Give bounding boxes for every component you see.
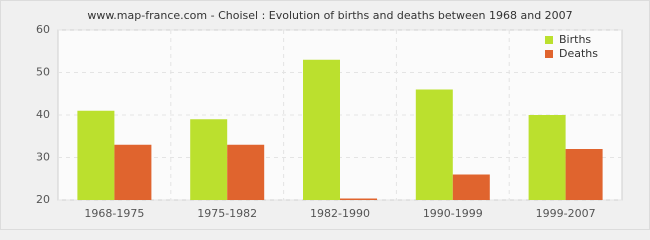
bar <box>190 119 228 200</box>
page: {"chart_data": {"type": "bar", "title": … <box>0 0 650 230</box>
x-tick-label: 1982-1990 <box>310 207 370 220</box>
legend-label: Deaths <box>559 47 598 60</box>
legend-label: Births <box>559 33 591 46</box>
y-tick-label: 20 <box>36 193 50 206</box>
chart: www.map-france.com - Choisel : Evolution… <box>0 0 650 230</box>
bar <box>77 110 115 200</box>
bar <box>565 149 603 200</box>
bar <box>227 144 265 200</box>
y-tick-label: 50 <box>36 66 50 79</box>
legend-swatch <box>545 50 553 58</box>
y-tick-label: 40 <box>36 108 50 121</box>
legend-swatch <box>545 36 553 44</box>
x-tick-label: 1968-1975 <box>84 207 144 220</box>
y-tick-label: 30 <box>36 151 50 164</box>
bar <box>452 174 490 200</box>
x-tick-label: 1990-1999 <box>423 207 483 220</box>
bar <box>114 144 152 200</box>
bar <box>528 115 566 200</box>
bar <box>340 198 377 200</box>
bar <box>415 89 453 200</box>
x-tick-label: 1999-2007 <box>536 207 596 220</box>
bar <box>303 59 340 200</box>
x-tick-label: 1975-1982 <box>197 207 257 220</box>
y-tick-label: 60 <box>36 23 50 36</box>
chart-title: www.map-france.com - Choisel : Evolution… <box>87 9 572 22</box>
